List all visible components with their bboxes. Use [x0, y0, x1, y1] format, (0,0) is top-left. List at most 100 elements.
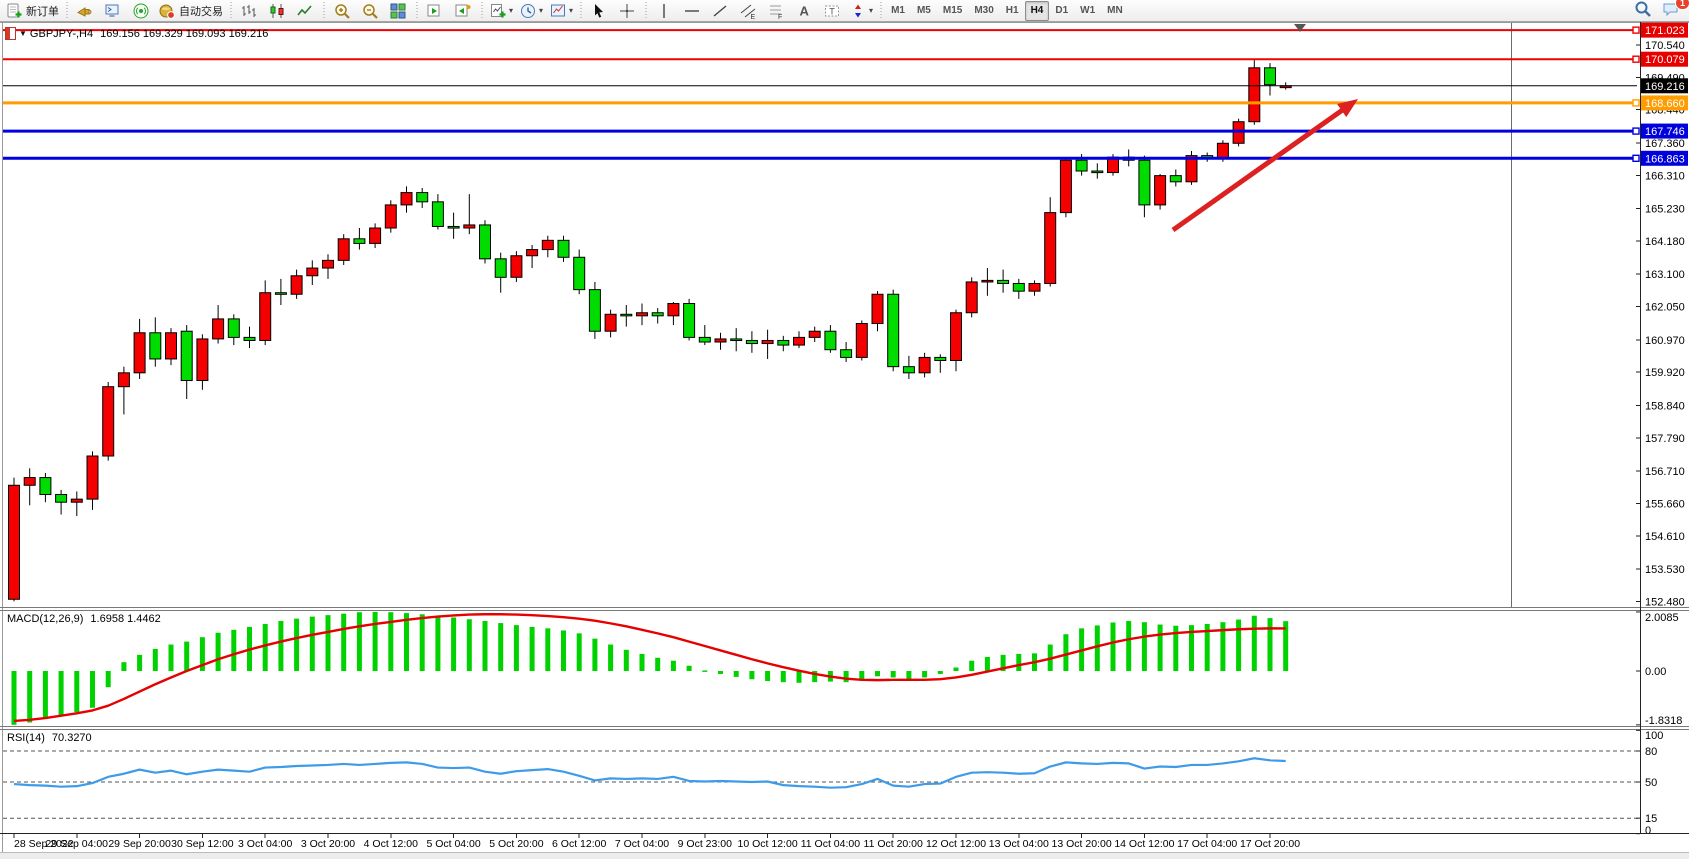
- news-button[interactable]: [71, 0, 99, 22]
- macd-bar: [1157, 624, 1163, 671]
- macd-bar: [309, 616, 315, 671]
- macd-bar: [372, 611, 378, 671]
- tile-windows-icon: [390, 3, 406, 18]
- macd-bar: [482, 621, 488, 671]
- price-tick-label: 164.180: [1645, 236, 1685, 248]
- timeframe-MN[interactable]: MN: [1107, 5, 1123, 16]
- candlestick-series: [8, 60, 1292, 602]
- auto-scroll-button[interactable]: [421, 0, 449, 22]
- trendline-button[interactable]: [706, 0, 734, 22]
- candle-body: [745, 339, 758, 345]
- candle-body: [494, 258, 507, 278]
- candle-body: [212, 318, 225, 340]
- hline-anchor[interactable]: [1632, 154, 1640, 162]
- timeframe-M5[interactable]: M5: [916, 5, 931, 16]
- price-tick-label: 154.610: [1645, 531, 1685, 543]
- hline-anchor[interactable]: [1632, 26, 1640, 34]
- toolbar-separator: [63, 1, 70, 20]
- candle-body: [1264, 67, 1276, 86]
- hline-anchor[interactable]: [1632, 99, 1640, 107]
- timeframe-W1[interactable]: W1: [1080, 5, 1096, 16]
- channel-button[interactable]: E: [734, 0, 762, 22]
- hline-anchor[interactable]: [1632, 127, 1640, 135]
- signals-button[interactable]: [127, 0, 155, 22]
- macd-bar: [718, 671, 723, 674]
- templates-button[interactable]: ▾: [546, 0, 576, 22]
- chart-shift-button[interactable]: [449, 0, 477, 22]
- vertical-line-button[interactable]: [650, 0, 678, 22]
- macd-bar: [592, 638, 598, 671]
- tile-windows-button[interactable]: [384, 0, 412, 22]
- timeframe-D1[interactable]: D1: [1055, 5, 1069, 16]
- label-button[interactable]: T: [818, 0, 846, 22]
- crosshair-button[interactable]: [613, 0, 641, 22]
- zoom-in-button[interactable]: [328, 0, 356, 22]
- line-chart-button[interactable]: [291, 0, 319, 22]
- timeframe-H1[interactable]: H1: [1005, 5, 1019, 16]
- terminal-button[interactable]: [99, 0, 127, 22]
- macd-bar: [1094, 625, 1100, 671]
- rsi-title: RSI(14) 70.3270: [7, 732, 92, 744]
- trend-arrow-shaft[interactable]: [1171, 106, 1347, 233]
- horizontal-line-button[interactable]: [678, 0, 706, 22]
- timeframe-H4[interactable]: H4: [1024, 0, 1050, 21]
- price-tick-label: 163.100: [1645, 269, 1685, 281]
- text-button[interactable]: A: [790, 0, 818, 22]
- candle-body: [479, 224, 491, 260]
- new-order-button[interactable]: 新订单: [2, 0, 62, 22]
- trend-arrow-head[interactable]: [1337, 99, 1358, 118]
- timeframe-M15[interactable]: M15: [942, 5, 963, 16]
- bar-chart-button[interactable]: [235, 0, 263, 22]
- candle-body: [1169, 175, 1182, 183]
- macd-bar: [639, 653, 645, 671]
- macd-title: MACD(12,26,9) 1.6958 1.4462: [7, 613, 161, 625]
- candle-body: [117, 372, 130, 388]
- zoom-out-button[interactable]: [356, 0, 384, 22]
- timeframe-M30[interactable]: M30: [974, 5, 994, 16]
- macd-bar: [1204, 623, 1210, 671]
- candle-body: [541, 239, 554, 251]
- chart-shift-marker[interactable]: [1294, 24, 1306, 32]
- auto-trading-button[interactable]: 自动交易: [155, 0, 226, 22]
- macd-bar: [906, 671, 912, 680]
- indicators-button[interactable]: ▾: [486, 0, 516, 22]
- periods-button[interactable]: ▾: [516, 0, 546, 22]
- macd-bar: [545, 628, 551, 671]
- autotrade-icon: [159, 4, 175, 19]
- candle-body: [55, 494, 68, 503]
- time-tick-label: 11 Oct 20:00: [864, 838, 924, 850]
- chevron-down-icon[interactable]: ▾: [569, 6, 574, 15]
- macd-bar: [498, 623, 504, 671]
- candle-body: [918, 356, 931, 374]
- candle-body: [871, 293, 884, 325]
- cursor-button[interactable]: [585, 0, 613, 22]
- terminal-icon: [105, 4, 119, 17]
- candle-chart-button[interactable]: [263, 0, 291, 22]
- chart-line-icon: [297, 4, 312, 15]
- arrows-button[interactable]: ▾: [846, 0, 876, 22]
- chevron-down-icon[interactable]: ▾: [869, 6, 874, 15]
- candle-body: [808, 330, 821, 338]
- macd-bar: [1236, 619, 1242, 671]
- macd-bar: [105, 671, 111, 688]
- candle-body: [1138, 159, 1151, 206]
- price-badge-label: 166.863: [1645, 153, 1685, 165]
- macd-bar: [11, 671, 17, 725]
- timeframe-M1[interactable]: M1: [891, 5, 905, 16]
- candle-body: [8, 484, 20, 600]
- chevron-down-icon[interactable]: ▾: [509, 6, 514, 15]
- candle-body: [510, 255, 523, 278]
- candle-body: [102, 386, 115, 457]
- price-tick-label: 167.360: [1645, 138, 1685, 150]
- price-axis[interactable]: 170.540169.490168.440167.360166.310165.2…: [1636, 22, 1688, 837]
- chart-expand-icon[interactable]: ▼: [19, 29, 27, 38]
- fibonacci-button[interactable]: F: [762, 0, 790, 22]
- chevron-down-icon[interactable]: ▾: [539, 6, 544, 15]
- shift-icon: [455, 4, 471, 16]
- hline-anchor[interactable]: [1632, 55, 1640, 63]
- candle-body: [588, 289, 601, 332]
- candle-body: [180, 330, 193, 382]
- search-button[interactable]: [1629, 0, 1657, 20]
